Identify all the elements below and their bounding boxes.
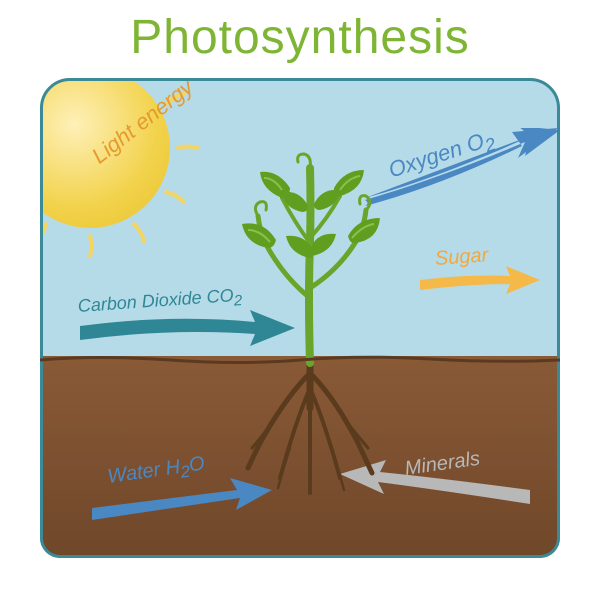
page-title: Photosynthesis (0, 0, 600, 65)
sugar-arrow-icon (420, 266, 540, 302)
sugar-label: Sugar (434, 244, 489, 271)
plant-icon (240, 148, 380, 528)
diagram-canvas: Light energy Carbon Dioxide CO2 Oxygen O… (40, 78, 560, 558)
diagram-frame: Light energy Carbon Dioxide CO2 Oxygen O… (40, 78, 560, 558)
soil-border-line (40, 354, 560, 366)
